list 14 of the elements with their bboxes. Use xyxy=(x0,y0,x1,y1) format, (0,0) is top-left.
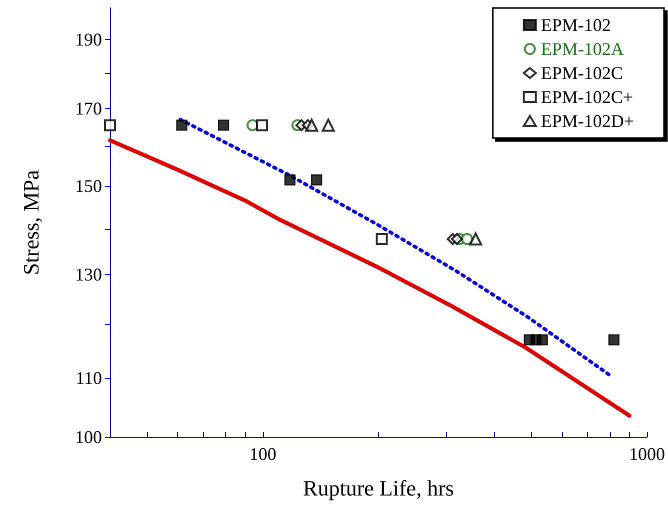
y-tick-label: 150 xyxy=(75,176,102,196)
x-tick-label: 1000 xyxy=(629,444,665,464)
y-tick-label: 100 xyxy=(75,427,102,447)
y-tick-label: 130 xyxy=(75,264,102,285)
legend-label: EPM-102A xyxy=(540,39,624,59)
x-axis-title: Rupture Life, hrs xyxy=(303,476,454,500)
y-tick-label: 110 xyxy=(76,368,102,388)
legend-label: EPM-102D+ xyxy=(540,111,634,131)
y-tick-label: 170 xyxy=(75,98,102,119)
legend-label: EPM-102C xyxy=(540,63,623,83)
y-tick-label: 190 xyxy=(75,30,102,50)
legend-label: EPM-102 xyxy=(540,15,611,35)
legend-label: EPM-102C+ xyxy=(540,87,634,107)
y-axis-title: Stress, MPa xyxy=(18,170,44,276)
